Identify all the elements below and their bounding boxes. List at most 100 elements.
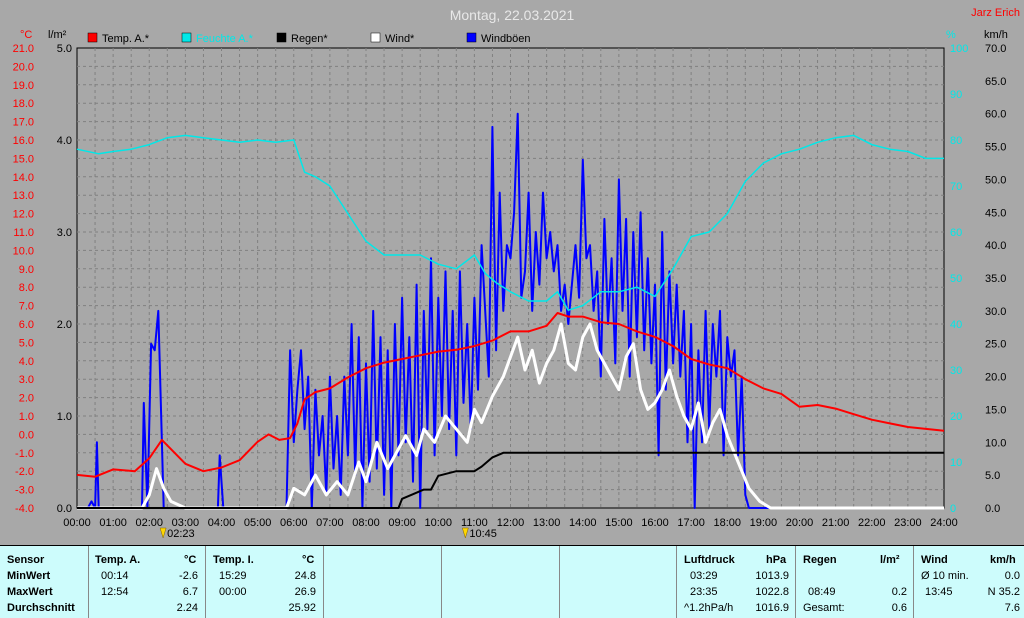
temp-tick-label: -2.0 — [15, 466, 34, 478]
temp-a-max-val: 6.7 — [182, 586, 198, 598]
rain-unit: l/m² — [880, 554, 900, 566]
pressure-min-time: 03:29 — [690, 570, 718, 582]
x-tick-label: 17:00 — [677, 517, 705, 529]
x-tick-label: 23:00 — [894, 517, 922, 529]
temp-tick-label: 2.0 — [19, 393, 34, 405]
temp-i-min-val: 24.8 — [294, 570, 316, 582]
humidity-tick-label: 60 — [950, 227, 962, 239]
x-tick-label: 04:00 — [208, 517, 236, 529]
max-row-label: MaxWert — [7, 586, 53, 598]
rain-max-val: 0.2 — [891, 586, 907, 598]
temp-a-min-time: 00:14 — [101, 570, 129, 582]
wind-tick-label: 60.0 — [985, 109, 1006, 121]
pressure-min-val: 1013.9 — [755, 570, 789, 582]
x-tick-label: 08:00 — [352, 517, 380, 529]
temp-a-avg: 2.24 — [176, 602, 198, 614]
legend-swatch — [181, 32, 192, 43]
rain-max-time: 08:49 — [808, 586, 836, 598]
rain-total-val: 0.6 — [891, 602, 907, 614]
wind-tick-label: 30.0 — [985, 306, 1006, 318]
temp-tick-label: 10.0 — [13, 245, 34, 257]
x-tick-label: 10:00 — [424, 517, 452, 529]
temp-tick-label: 13.0 — [13, 190, 34, 202]
temp-tick-label: 8.0 — [19, 282, 34, 294]
wind-tick-label: 0.0 — [985, 503, 1000, 515]
legend-swatch — [87, 32, 98, 43]
wind-tick-label: 40.0 — [985, 240, 1006, 252]
x-tick-label: 00:00 — [63, 517, 91, 529]
pressure-unit: hPa — [766, 554, 787, 566]
humidity-tick-label: 80 — [950, 135, 962, 147]
temp-i-min-time: 15:29 — [219, 570, 247, 582]
temp-tick-label: 1.0 — [19, 411, 34, 423]
x-tick-label: 15:00 — [605, 517, 633, 529]
x-tick-label: 18:00 — [713, 517, 741, 529]
x-tick-label: 02:00 — [135, 517, 163, 529]
x-tick-label: 16:00 — [641, 517, 669, 529]
humidity-tick-label: 40 — [950, 319, 962, 331]
time-marker-label: 02:23 — [167, 528, 195, 540]
series-line-2 — [76, 134, 944, 311]
rain-total-label: Gesamt: — [803, 602, 845, 614]
rain-tick-label: 2.0 — [57, 319, 72, 331]
min-row-label: MinWert — [7, 570, 51, 582]
x-tick-label: 19:00 — [750, 517, 778, 529]
temp-i-avg: 25.92 — [288, 602, 316, 614]
rain-tick-label: 5.0 — [57, 43, 72, 55]
temp-tick-label: 21.0 — [13, 43, 34, 55]
avg-row-label: Durchschnitt — [7, 602, 75, 614]
temp-tick-label: 19.0 — [13, 80, 34, 92]
series-line-3 — [77, 451, 944, 509]
x-tick-label: 01:00 — [99, 517, 127, 529]
temp-tick-label: 15.0 — [13, 153, 34, 165]
x-tick-label: 07:00 — [316, 517, 344, 529]
axes: 21.0 20.0 19.0 18.0 17.0 16.0 15.0 14.0 13.0 12.0… — [13, 43, 1007, 540]
wind-tick-label: 10.0 — [985, 437, 1006, 449]
x-tick-label: 21:00 — [822, 517, 850, 529]
wind-tick-label: 20.0 — [985, 372, 1006, 384]
wind-max-time: 13:45 — [925, 586, 953, 598]
wind-avg: 7.6 — [1004, 602, 1020, 614]
temp-axis-unit: °C — [20, 29, 32, 41]
rain-header: Regen — [803, 554, 837, 566]
wind-header: Wind — [921, 554, 948, 566]
temp-tick-label: 6.0 — [19, 319, 34, 331]
legend-label: Temp. A.* — [102, 33, 150, 45]
weather-chart: 21.0 20.0 19.0 18.0 17.0 16.0 15.0 14.0 13.0 12.0… — [13, 7, 1020, 540]
time-marker-icon — [159, 527, 167, 539]
x-tick-label: 05:00 — [244, 517, 272, 529]
humidity-tick-label: 100 — [950, 43, 968, 55]
temp-a-min-val: -2.6 — [179, 570, 198, 582]
pressure-max-val: 1022.8 — [755, 586, 789, 598]
rain-tick-label: 4.0 — [57, 135, 72, 147]
x-tick-label: 03:00 — [172, 517, 200, 529]
x-tick-label: 24:00 — [930, 517, 958, 529]
x-tick-label: 06:00 — [280, 517, 308, 529]
chart-author: Jarz Erich — [971, 7, 1020, 19]
rain-axis-unit: l/m² — [48, 29, 67, 41]
legend-label: Windböen — [481, 33, 531, 45]
temp-tick-label: 16.0 — [13, 135, 34, 147]
rain-tick-label: 3.0 — [57, 227, 72, 239]
x-tick-label: 11:00 — [461, 517, 488, 529]
wind-tick-label: 25.0 — [985, 339, 1006, 351]
temp-i-max-val: 26.9 — [294, 586, 316, 598]
wind-tick-label: 65.0 — [985, 76, 1006, 88]
wind-tick-label: 50.0 — [985, 174, 1006, 186]
pressure-header: Luftdruck — [684, 554, 735, 566]
wind-tick-label: 35.0 — [985, 273, 1006, 285]
wind-unit: km/h — [990, 554, 1016, 566]
temp-tick-label: -3.0 — [15, 485, 34, 497]
temp-tick-label: 18.0 — [13, 98, 34, 110]
wind-tick-label: 5.0 — [985, 470, 1000, 482]
humidity-tick-label: 10 — [950, 457, 962, 469]
x-tick-label: 13:00 — [533, 517, 561, 529]
temp-tick-label: 17.0 — [13, 117, 34, 129]
legend-swatch — [276, 32, 287, 43]
time-marker-label: 10:45 — [469, 528, 497, 540]
temp-i-header: Temp. I. — [213, 554, 254, 566]
series-layer — [76, 112, 945, 510]
x-tick-label: 20:00 — [786, 517, 814, 529]
stats-table: Sensor MinWert MaxWert Durchschnitt Temp… — [0, 545, 1024, 618]
pressure-max-time: 23:35 — [690, 586, 718, 598]
